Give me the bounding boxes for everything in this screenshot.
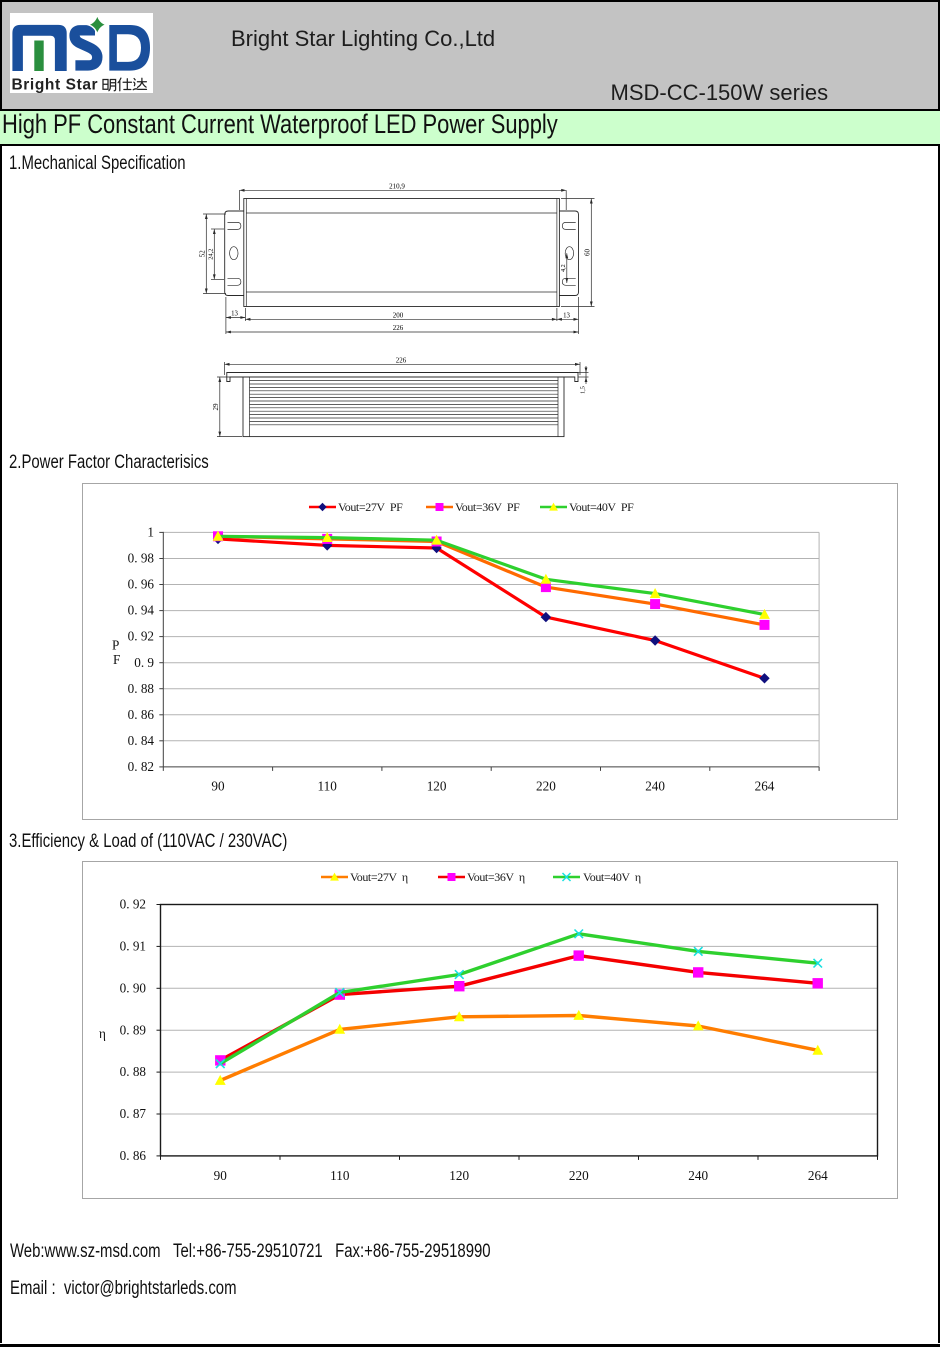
- svg-text:0. 87: 0. 87: [120, 1106, 147, 1121]
- svg-text:0. 91: 0. 91: [120, 939, 146, 954]
- svg-text:0. 86: 0. 86: [128, 707, 155, 722]
- svg-text:0. 96: 0. 96: [128, 577, 155, 592]
- svg-text:52: 52: [199, 250, 207, 258]
- svg-text:264: 264: [755, 779, 775, 794]
- svg-text:0. 84: 0. 84: [128, 733, 155, 748]
- svg-text:0. 89: 0. 89: [120, 1022, 147, 1037]
- svg-text:90: 90: [214, 1168, 228, 1183]
- svg-text:13: 13: [563, 313, 570, 320]
- svg-text:226: 226: [393, 324, 404, 332]
- svg-text:Vout=27V η: Vout=27V η: [350, 870, 408, 884]
- svg-text:0. 98: 0. 98: [128, 551, 155, 566]
- svg-text:24,2: 24,2: [208, 249, 215, 260]
- svg-text:240: 240: [688, 1168, 708, 1183]
- svg-text:0. 92: 0. 92: [120, 897, 146, 912]
- svg-text:0. 82: 0. 82: [128, 759, 154, 774]
- svg-text:0. 9: 0. 9: [134, 655, 154, 670]
- svg-text:120: 120: [449, 1168, 469, 1183]
- svg-text:210,9: 210,9: [389, 183, 405, 191]
- svg-text:220: 220: [569, 1168, 589, 1183]
- svg-text:13: 13: [231, 311, 238, 318]
- svg-text:29: 29: [212, 403, 220, 411]
- svg-text:200: 200: [393, 312, 404, 320]
- svg-text:60: 60: [584, 249, 592, 257]
- svg-text:1: 1: [147, 525, 154, 540]
- svg-text:Vout=36V η: Vout=36V η: [467, 870, 525, 884]
- svg-text:110: 110: [330, 1168, 350, 1183]
- svg-text:Vout=40V PF: Vout=40V PF: [569, 500, 634, 514]
- svg-text:Bright Star: Bright Star: [12, 77, 99, 94]
- svg-text:η: η: [99, 1026, 106, 1041]
- svg-text:90: 90: [211, 779, 225, 794]
- svg-text:Vout=40V η: Vout=40V η: [583, 870, 641, 884]
- svg-text:0. 86: 0. 86: [120, 1148, 147, 1163]
- svg-text:4,2: 4,2: [560, 264, 567, 272]
- svg-text:110: 110: [318, 779, 338, 794]
- svg-text:1,5: 1,5: [580, 386, 587, 394]
- svg-text:F: F: [113, 652, 120, 667]
- svg-text:0. 88: 0. 88: [128, 681, 155, 696]
- svg-text:264: 264: [808, 1168, 828, 1183]
- svg-text:226: 226: [396, 357, 407, 365]
- svg-text:240: 240: [645, 779, 665, 794]
- svg-text:0. 88: 0. 88: [120, 1064, 147, 1079]
- svg-text:Vout=27V PF: Vout=27V PF: [338, 500, 403, 514]
- svg-text:0. 90: 0. 90: [120, 980, 147, 995]
- svg-text:220: 220: [536, 779, 556, 794]
- svg-text:0. 94: 0. 94: [128, 603, 155, 618]
- svg-text:P: P: [112, 638, 119, 653]
- svg-text:120: 120: [427, 779, 447, 794]
- svg-text:Vout=36V PF: Vout=36V PF: [455, 500, 520, 514]
- svg-text:0. 92: 0. 92: [128, 629, 154, 644]
